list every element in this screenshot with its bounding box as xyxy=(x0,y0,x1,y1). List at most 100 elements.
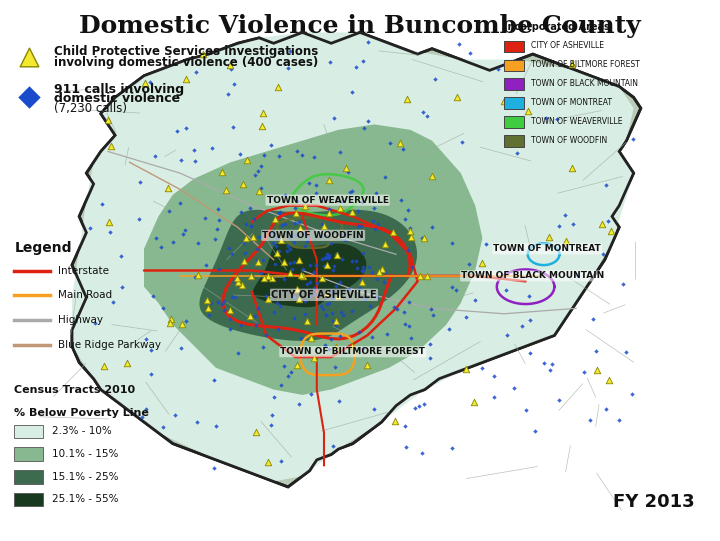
Point xyxy=(337,230,348,239)
Point xyxy=(626,390,637,398)
Point xyxy=(271,299,283,307)
Text: 15.1% - 25%: 15.1% - 25% xyxy=(52,472,118,481)
Point xyxy=(488,392,500,401)
Point xyxy=(249,312,261,320)
Point xyxy=(236,281,248,289)
Point xyxy=(253,258,264,267)
Point xyxy=(567,219,579,228)
Point xyxy=(446,444,457,453)
Point xyxy=(320,341,331,349)
Point xyxy=(285,367,297,376)
Point xyxy=(402,245,414,254)
Point xyxy=(371,292,382,300)
Point xyxy=(260,292,271,300)
Point xyxy=(106,141,117,150)
Text: CITY OF ASHEVILLE: CITY OF ASHEVILLE xyxy=(531,42,604,50)
Text: CITY OF ASHEVILLE: CITY OF ASHEVILLE xyxy=(271,290,377,300)
Point xyxy=(175,344,186,353)
Point xyxy=(284,245,295,253)
Point xyxy=(238,238,250,247)
Point xyxy=(596,220,608,228)
Point xyxy=(289,258,300,267)
Text: Interstate: Interstate xyxy=(58,266,109,275)
Point xyxy=(271,234,283,242)
Point xyxy=(171,126,183,135)
Point xyxy=(192,238,204,247)
Point xyxy=(192,417,203,426)
Point xyxy=(200,261,212,269)
Point xyxy=(227,122,238,131)
Point xyxy=(274,302,286,311)
Point xyxy=(297,150,308,159)
Point xyxy=(464,49,475,57)
Point xyxy=(245,222,256,230)
Point xyxy=(89,319,101,327)
Point xyxy=(323,298,335,307)
Point xyxy=(315,301,326,310)
Point xyxy=(339,236,351,245)
Point xyxy=(522,107,534,116)
Point xyxy=(379,173,391,182)
Text: TOWN OF BILTMORE FOREST: TOWN OF BILTMORE FOREST xyxy=(280,347,426,356)
Point xyxy=(256,121,268,130)
Point xyxy=(397,145,408,154)
Point xyxy=(255,183,266,192)
Point xyxy=(311,279,323,288)
Point xyxy=(544,366,556,374)
Point xyxy=(263,458,274,466)
Point xyxy=(275,381,287,390)
Point xyxy=(354,283,366,292)
Point xyxy=(303,179,315,187)
Point xyxy=(304,278,315,286)
Point xyxy=(282,242,294,250)
Point xyxy=(207,144,218,153)
Point xyxy=(189,156,201,165)
Point xyxy=(260,331,271,340)
Point xyxy=(317,273,328,282)
Point xyxy=(224,61,235,70)
Point xyxy=(343,284,355,293)
Point xyxy=(319,254,330,262)
Point xyxy=(276,220,288,229)
Polygon shape xyxy=(253,243,366,307)
Point xyxy=(554,396,565,405)
Point xyxy=(284,259,296,268)
Point xyxy=(252,304,264,312)
Point xyxy=(395,195,406,204)
Point xyxy=(553,221,564,230)
Point xyxy=(330,342,342,351)
Point xyxy=(248,214,260,223)
Polygon shape xyxy=(144,124,482,395)
Point xyxy=(115,252,127,260)
Point xyxy=(289,314,300,322)
Point xyxy=(294,256,305,265)
Point xyxy=(249,170,261,179)
Point xyxy=(265,420,276,429)
Point xyxy=(269,308,280,316)
Point xyxy=(335,278,346,286)
Point xyxy=(418,108,429,116)
Point xyxy=(240,220,252,228)
Point xyxy=(468,398,480,406)
Text: TOWN OF WEAVERVILLE: TOWN OF WEAVERVILLE xyxy=(531,117,623,126)
Point xyxy=(356,278,368,287)
Point xyxy=(303,292,315,300)
Point xyxy=(177,229,189,238)
Point xyxy=(265,141,276,150)
Point xyxy=(355,221,366,230)
Point xyxy=(398,308,410,316)
Point xyxy=(372,274,383,283)
Point xyxy=(427,311,438,320)
Point xyxy=(316,220,328,229)
Point xyxy=(511,149,523,157)
Point xyxy=(323,209,334,217)
Point xyxy=(228,277,240,286)
Point xyxy=(289,231,301,240)
Point xyxy=(523,292,534,301)
Point xyxy=(317,254,328,263)
Point xyxy=(567,60,578,68)
Point xyxy=(322,260,333,269)
Point xyxy=(134,178,145,187)
Text: Incorporated Areas: Incorporated Areas xyxy=(504,22,610,31)
Point xyxy=(289,293,300,301)
